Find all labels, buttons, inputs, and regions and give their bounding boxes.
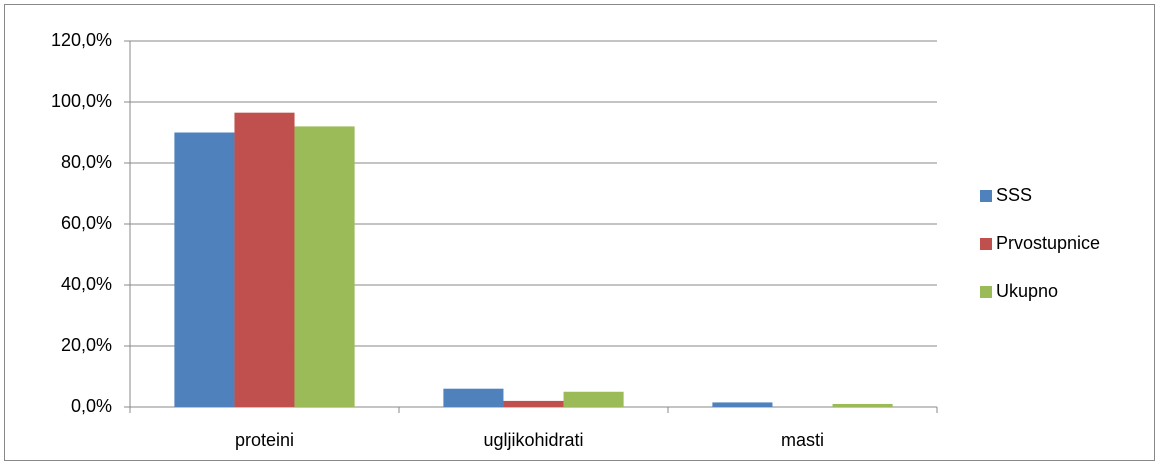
y-tick-label: 40,0% (61, 274, 112, 294)
y-tick-label: 100,0% (51, 91, 112, 111)
legend-label: Prvostupnice (996, 233, 1100, 253)
x-tick-label: masti (781, 430, 824, 450)
x-tick-label: proteini (235, 430, 294, 450)
legend-label: SSS (996, 185, 1032, 205)
bar (832, 403, 893, 407)
legend-label: Ukupno (996, 281, 1058, 301)
y-tick-label: 20,0% (61, 335, 112, 355)
legend-swatch (980, 238, 992, 250)
y-tick-label: 60,0% (61, 213, 112, 233)
y-tick-label: 0,0% (71, 396, 112, 416)
bar (712, 402, 773, 407)
y-tick-label: 80,0% (61, 152, 112, 172)
bar (294, 126, 355, 408)
y-tick-label: 120,0% (51, 30, 112, 50)
bar (503, 400, 564, 407)
x-tick-label: ugljikohidrati (483, 430, 583, 450)
legend-swatch (980, 190, 992, 202)
bar (563, 391, 624, 407)
bar (234, 112, 295, 408)
bar (174, 132, 235, 407)
legend-swatch (980, 286, 992, 298)
bar (443, 388, 504, 407)
